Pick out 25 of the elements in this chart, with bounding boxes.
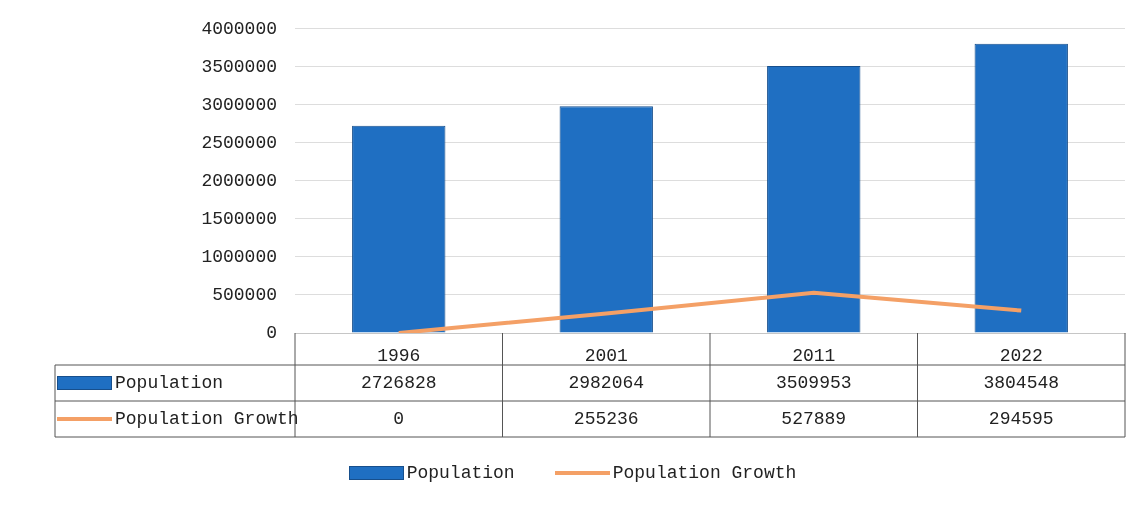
x-tick-label: 1996 [377,345,421,366]
y-tick-label: 3000000 [201,94,277,115]
data-label: 294595 [988,408,1054,429]
y-tick-label: 500000 [212,284,277,305]
y-tick-label: 2500000 [201,132,277,153]
x-tick-label: 2022 [999,345,1043,366]
x-tick-label: 2001 [584,345,628,366]
legend-label: Population Growth [115,408,299,429]
data-label: 3509953 [775,372,852,393]
y-tick-label: 3500000 [201,56,277,77]
y-tick-label: 2000000 [201,170,277,191]
text: Population Growth [612,463,797,483]
y-tick-label: 1500000 [201,208,277,229]
data-label: 2982064 [568,372,645,393]
y-tick-label: 4000000 [201,18,277,39]
legend-label: Population [406,463,515,483]
data-label: 0 [393,408,405,429]
y-tick-label: 0 [266,322,277,343]
y-tick-label: 1000000 [201,246,277,267]
data-label: 527889 [781,408,847,429]
text: Population [115,372,224,393]
data-label: 2726828 [360,372,437,393]
x-tick-label: 2011 [792,345,836,366]
data-label: 255236 [573,408,639,429]
data-label: 3804548 [983,372,1060,393]
